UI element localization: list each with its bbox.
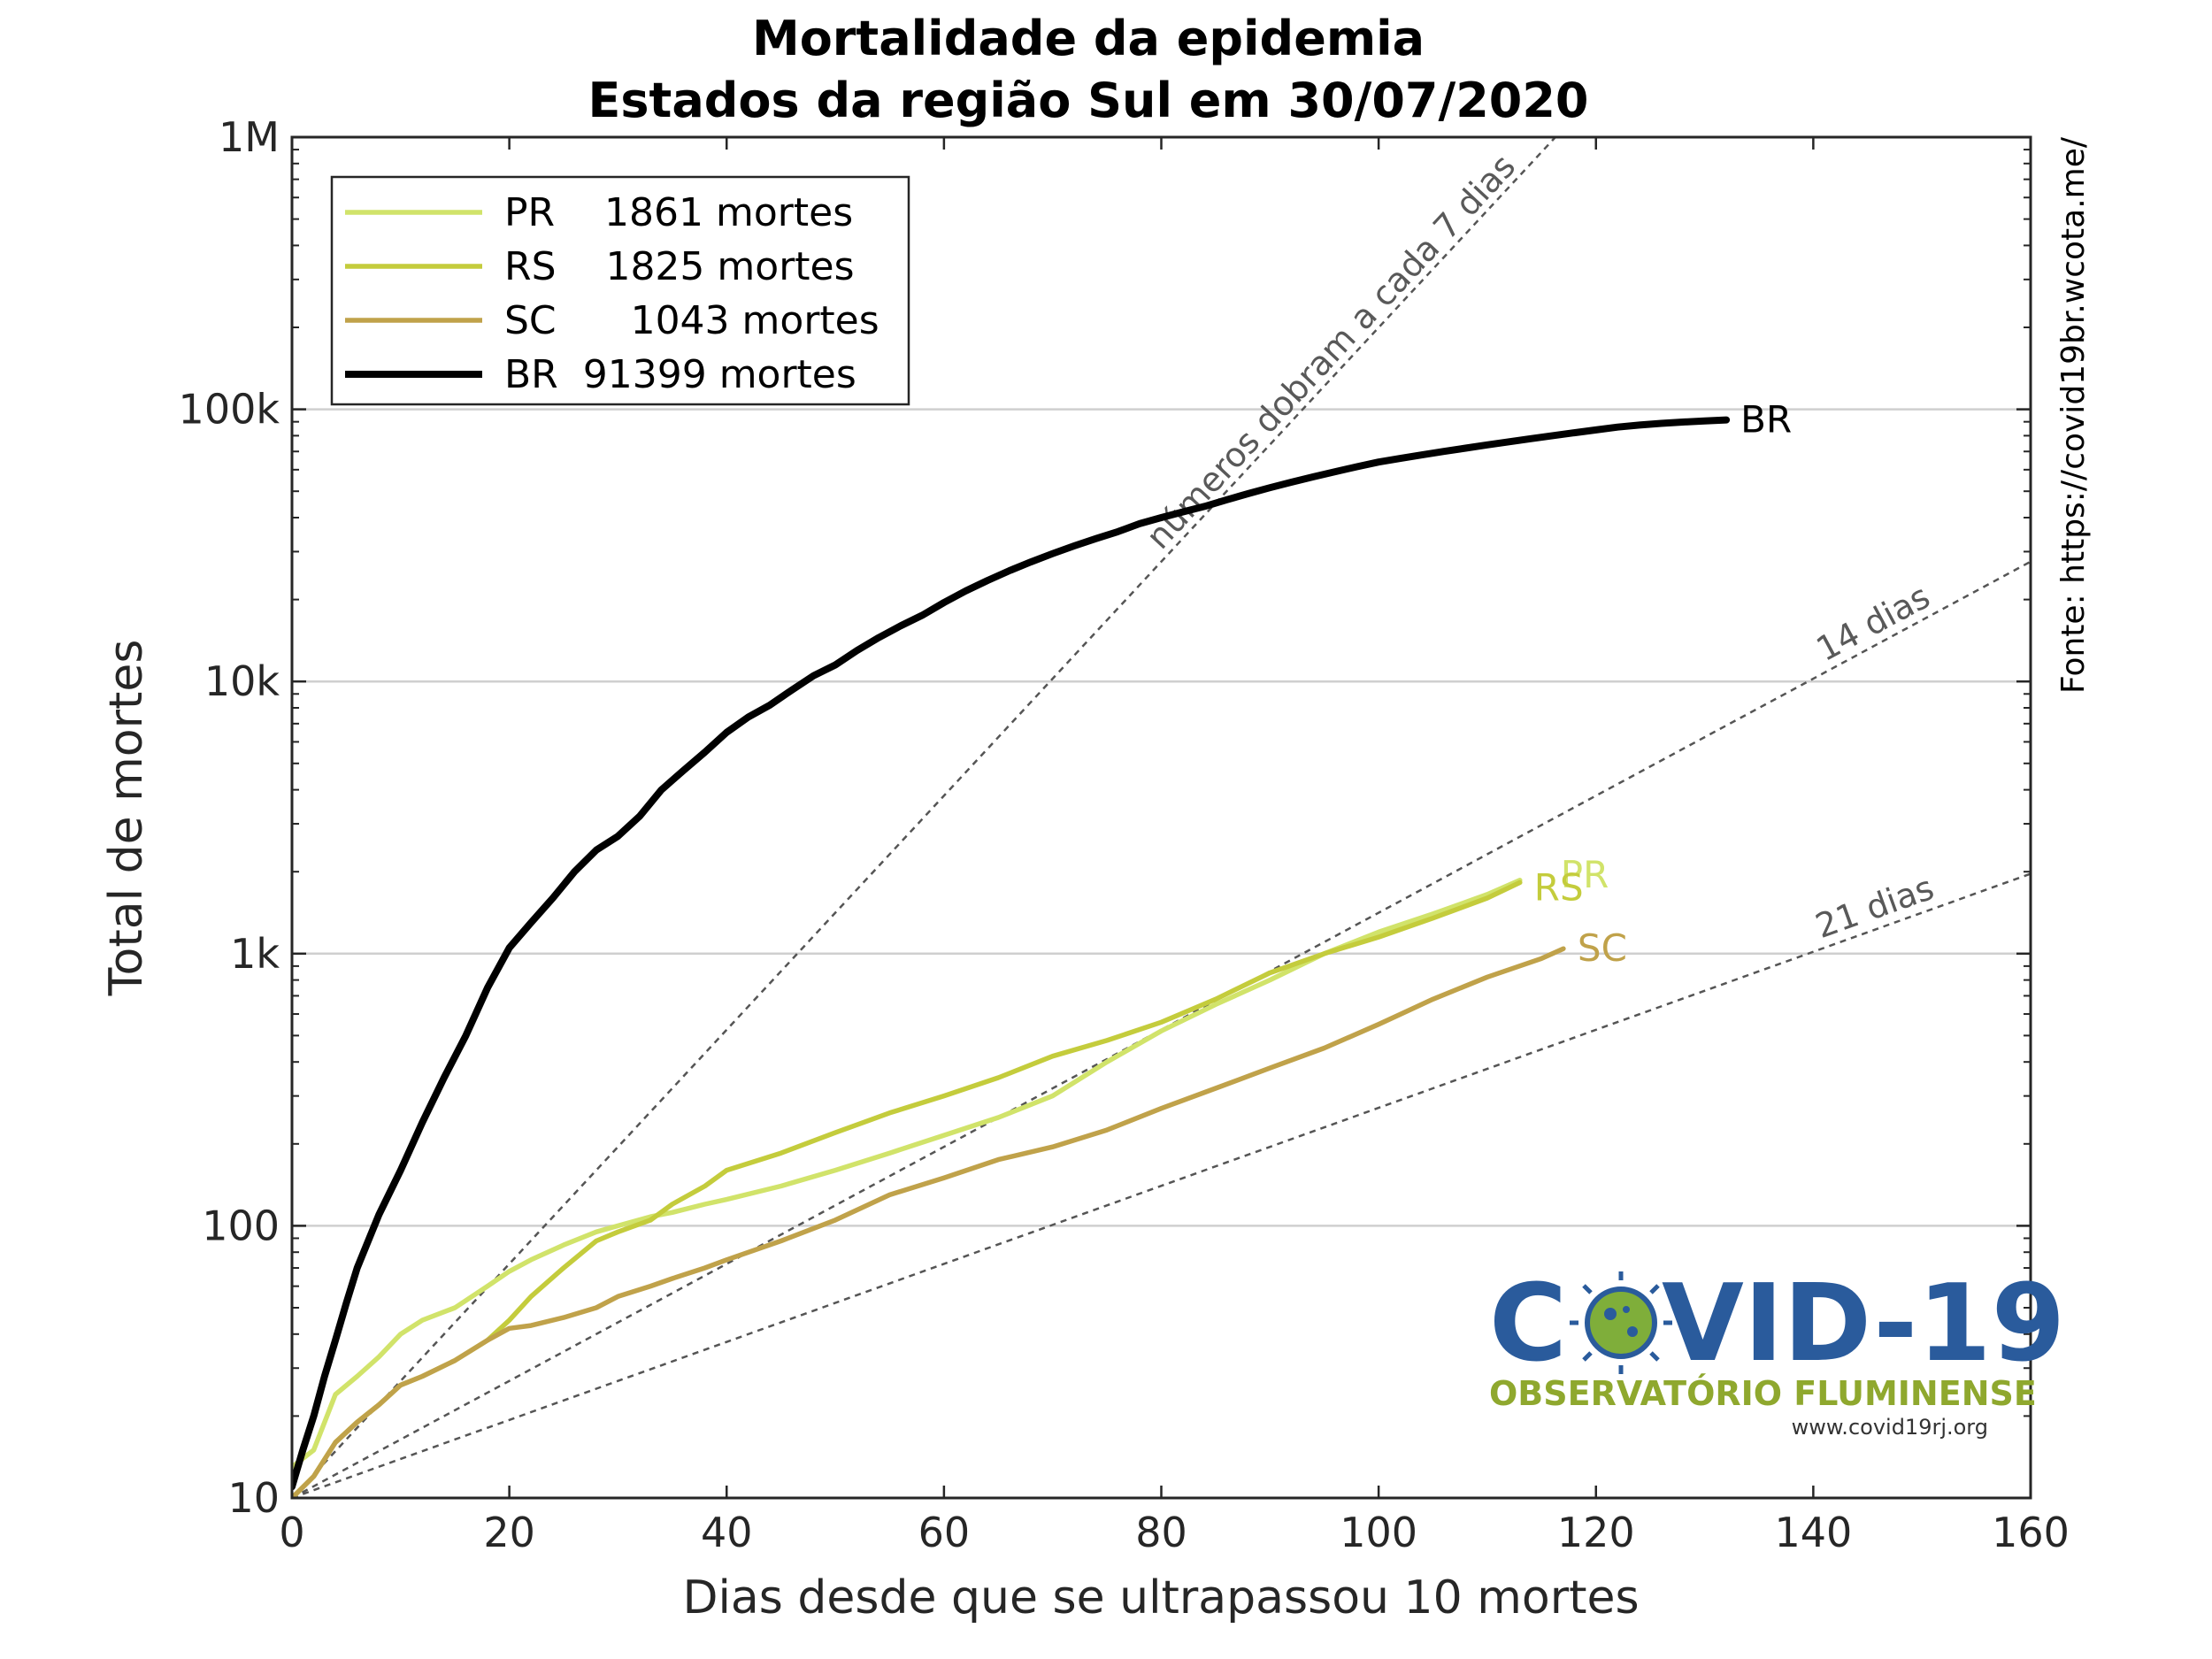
y-tick-label-2: 1k (230, 930, 280, 978)
x-tick-label-0: 0 (279, 1509, 304, 1556)
y-tick-label-5: 1M (219, 113, 280, 161)
logo-subtitle: OBSERVATÓRIO FLUMINENSE (1489, 1374, 2037, 1413)
legend-label-rs: RS 1825 mortes (504, 244, 855, 289)
x-tick-label-8: 160 (1992, 1509, 2070, 1556)
series-lines (292, 416, 1731, 1498)
reference-line-14 (292, 560, 2031, 1498)
series-end-label-br: BR (1740, 398, 1792, 442)
x-axis-label: Dias desde que se ultrapassou 10 mortes (682, 1571, 1639, 1624)
x-tick-label-5: 100 (1340, 1509, 1417, 1556)
x-tick-label-4: 80 (1135, 1509, 1187, 1556)
logo-title-part-vid: VID-19 (1662, 1263, 2065, 1386)
series-end-label-rs: RS (1534, 865, 1584, 909)
reference-line-21 (292, 872, 2031, 1498)
legend-label-sc: SC 1043 mortes (504, 298, 879, 343)
legend-box (330, 175, 910, 406)
virus-icon (1570, 1271, 1672, 1374)
series-end-label-pr: PR (1561, 853, 1609, 896)
x-tick-label-1: 20 (483, 1509, 535, 1556)
y-tick-label-0: 10 (227, 1474, 280, 1522)
covid19-logo: C VID-19 OBSERVATÓRIO FLUMINENSE www.cov… (1489, 1263, 2065, 1440)
logo-title-part-co: C (1489, 1263, 1567, 1386)
x-tick-label-2: 40 (701, 1509, 753, 1556)
reference-line-7 (292, 137, 1557, 1498)
logo-url: www.covid19rj.org (1792, 1415, 1988, 1440)
legend-label-br: BR 91399 mortes (504, 352, 856, 397)
source-note: Fonte: https://covid19br.wcota.me/ (2055, 136, 2092, 694)
x-tick-label-7: 140 (1774, 1509, 1852, 1556)
y-tick-label-3: 10k (204, 657, 280, 705)
legend: PR 1861 mortes RS 1825 mortes SC 1043 mort… (330, 175, 910, 406)
chart-title: Mortalidade da epidemia (752, 11, 1425, 66)
series-line-br (292, 416, 1731, 1491)
x-tick-label-3: 60 (918, 1509, 971, 1556)
y-tick-label-1: 100 (202, 1202, 280, 1249)
y-axis-label: Total de mortes (100, 640, 153, 997)
series-line-sc (292, 946, 1566, 1498)
series-line-pr (292, 878, 1523, 1470)
y-tick-label-4: 100k (179, 386, 280, 434)
reference-lines (292, 137, 2031, 1498)
chart-subtitle: Estados da região Sul em 30/07/2020 (588, 73, 1589, 128)
gridlines (292, 408, 2031, 1227)
x-tick-label-6: 120 (1557, 1509, 1635, 1556)
series-end-label-sc: SC (1578, 926, 1627, 970)
axis-ticks: 0 20 40 60 80 100 120 140 160 10 100 1k 10k 100k 1M (179, 113, 2070, 1556)
legend-label-pr: PR 1861 mortes (504, 190, 853, 235)
